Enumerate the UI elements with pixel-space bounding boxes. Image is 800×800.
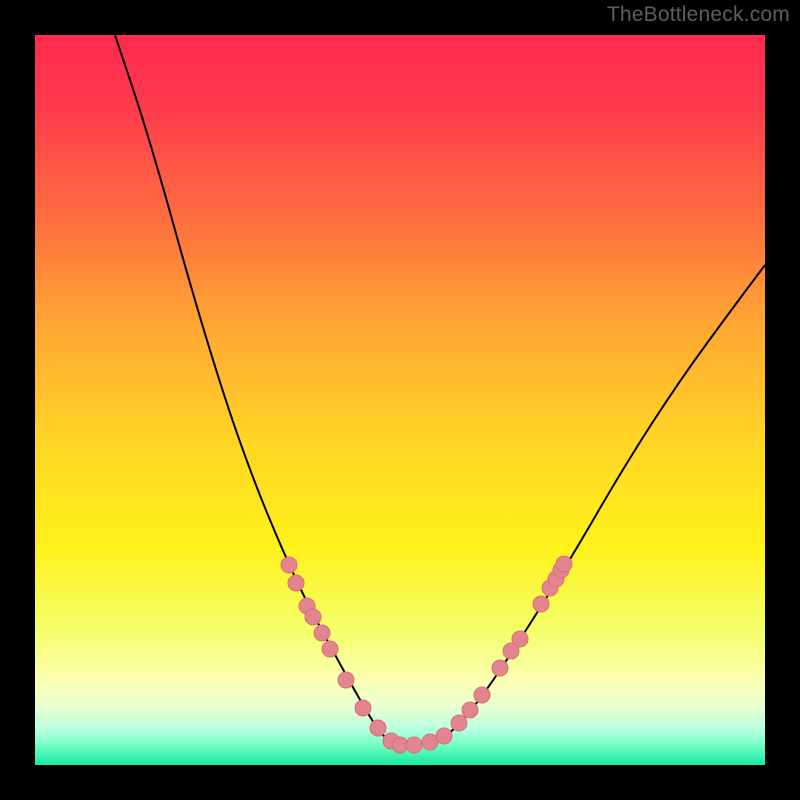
plot-background	[35, 35, 765, 765]
scatter-point	[533, 596, 549, 612]
scatter-point	[462, 702, 478, 718]
watermark-label: TheBottleneck.com	[607, 3, 790, 27]
scatter-point	[556, 556, 572, 572]
scatter-point	[355, 700, 371, 716]
chart-canvas: TheBottleneck.com	[0, 0, 800, 800]
scatter-point	[406, 737, 422, 753]
scatter-point	[451, 715, 467, 731]
scatter-point	[281, 557, 297, 573]
scatter-point	[492, 660, 508, 676]
scatter-point	[474, 687, 490, 703]
scatter-point	[436, 728, 452, 744]
scatter-point	[370, 720, 386, 736]
scatter-point	[314, 625, 330, 641]
scatter-point	[288, 575, 304, 591]
scatter-point	[322, 641, 338, 657]
scatter-point	[338, 672, 354, 688]
scatter-point	[305, 609, 321, 625]
bottleneck-v-chart	[0, 0, 800, 800]
scatter-point	[512, 631, 528, 647]
